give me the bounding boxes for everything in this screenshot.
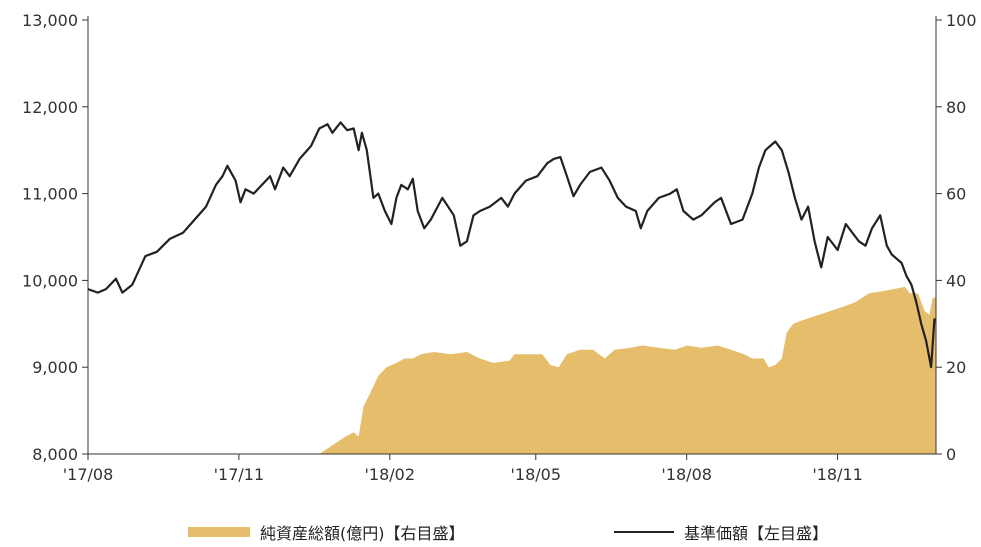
legend-label-assets: 純資産総額(億円)【右目盛】 — [260, 524, 465, 543]
legend-swatch-nav — [614, 531, 674, 533]
y-right-tick-label: 80 — [946, 98, 966, 117]
y-right-tick-label: 60 — [946, 185, 966, 204]
series-area-assets — [88, 286, 936, 454]
y-right-tick-label: 100 — [946, 11, 977, 30]
legend-swatch-assets — [188, 527, 250, 537]
y-right-tick-label: 0 — [946, 445, 956, 464]
y-left-tick-label: 9,000 — [32, 358, 78, 377]
series-line-nav — [87, 121, 936, 369]
legend: 純資産総額(億円)【右目盛】 基準価額【左目盛】 — [0, 520, 981, 544]
legend-label-nav: 基準価額【左目盛】 — [684, 524, 829, 543]
legend-item-nav: 基準価額【左目盛】 — [614, 520, 828, 544]
y-left-tick-label: 11,000 — [22, 185, 78, 204]
y-right-tick-label: 20 — [946, 358, 966, 377]
y-left-tick-label: 10,000 — [22, 271, 78, 290]
y-left-tick-label: 8,000 — [32, 445, 78, 464]
x-tick-label: '18/02 — [365, 465, 416, 484]
y-left-tick-label: 12,000 — [22, 98, 78, 117]
x-tick-label: '18/11 — [812, 465, 863, 484]
x-tick-label: '18/05 — [511, 465, 562, 484]
y-left-tick-label: 13,000 — [22, 11, 78, 30]
x-tick-label: '17/08 — [63, 465, 114, 484]
x-tick-label: '17/11 — [214, 465, 265, 484]
x-tick-label: '18/08 — [661, 465, 712, 484]
y-right-tick-label: 40 — [946, 271, 966, 290]
legend-item-assets: 純資産総額(億円)【右目盛】 — [188, 520, 465, 544]
